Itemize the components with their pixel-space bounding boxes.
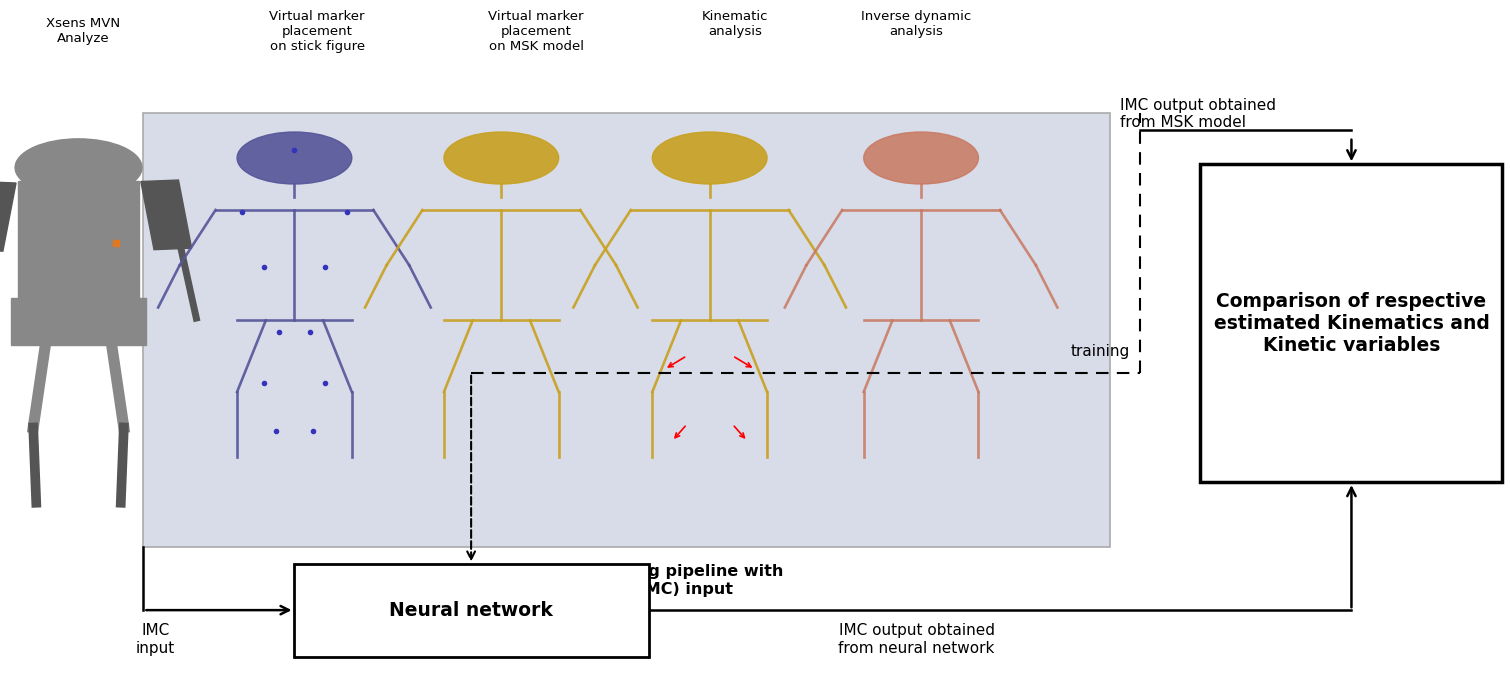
Circle shape [864,132,978,184]
Text: Virtual marker
placement
on stick figure: Virtual marker placement on stick figure [269,10,365,53]
Text: IMC output obtained
from MSK model: IMC output obtained from MSK model [1120,98,1276,130]
Bar [143,113,1110,547]
Text: Neural network: Neural network [390,601,553,620]
Bar [1200,164,1502,482]
Circle shape [237,132,352,184]
Bar [11,298,146,345]
Text: IMC
input: IMC input [136,623,175,656]
Circle shape [444,132,559,184]
Text: Musculoskeletal (MSK) modeling pipeline with
Inertial Motion Capture (IMC) input: Musculoskeletal (MSK) modeling pipeline … [364,564,784,596]
Text: training: training [1071,344,1129,359]
Text: Inverse dynamic
analysis: Inverse dynamic analysis [861,10,972,38]
Bar [294,564,649,657]
Text: IMC output obtained
from neural network: IMC output obtained from neural network [838,623,995,656]
Text: Xsens MVN
Analyze: Xsens MVN Analyze [45,17,121,45]
Text: Virtual marker
placement
on MSK model: Virtual marker placement on MSK model [488,10,584,53]
Bar [140,180,192,250]
Bar [18,181,139,304]
Text: Kinematic
analysis: Kinematic analysis [702,10,769,38]
Text: Comparison of respective
estimated Kinematics and
Kinetic variables: Comparison of respective estimated Kinem… [1214,292,1489,355]
Bar [0,181,17,251]
Circle shape [15,139,142,196]
Circle shape [652,132,767,184]
